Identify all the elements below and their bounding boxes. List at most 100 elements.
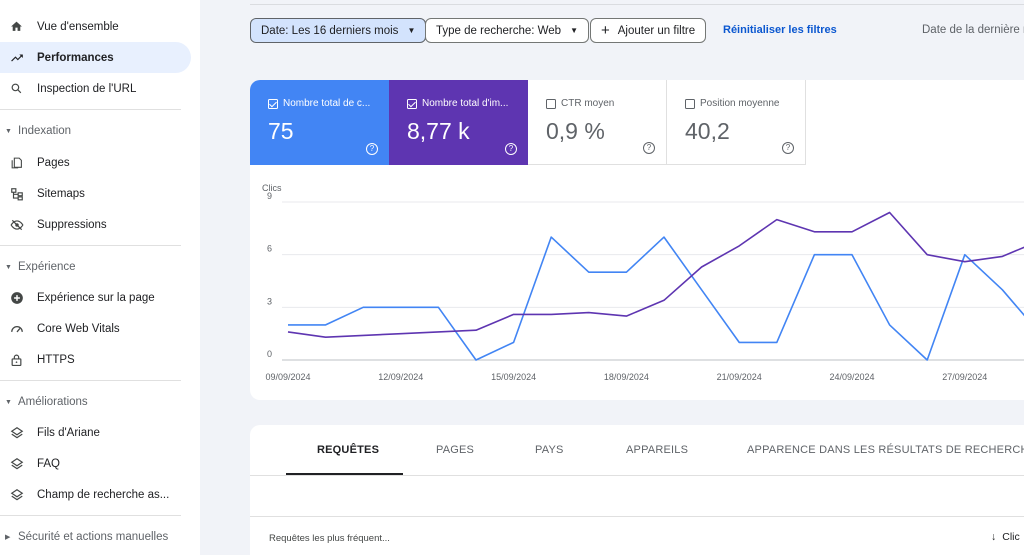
chevron-down-icon: ▼: [5, 398, 12, 406]
divider: [0, 515, 181, 516]
sidebar-item-label: Suppressions: [37, 218, 107, 231]
metric-average-position[interactable]: Position moyenne 40,2 ?: [667, 80, 806, 165]
sidebar-item-label: Performances: [37, 51, 114, 64]
performance-card: Nombre total de c... 75 ? Nombre total d…: [250, 80, 1024, 400]
x-tick-label: 15/09/2024: [491, 372, 536, 382]
tab-pages[interactable]: PAGES: [436, 444, 475, 456]
top-divider: [250, 4, 1024, 5]
metric-value: 40,2: [685, 118, 730, 144]
sidebar-item-sitemaps[interactable]: Sitemaps: [0, 178, 191, 209]
help-icon[interactable]: ?: [366, 143, 378, 155]
series-line-clicks: [288, 236, 1024, 361]
x-tick-label: 12/09/2024: [378, 372, 423, 382]
layers-icon: [9, 425, 24, 440]
section-improvements[interactable]: ▼ Améliorations: [0, 390, 191, 414]
sidebar-item-label: Vue d'ensemble: [37, 20, 119, 33]
date-filter-chip[interactable]: Date: Les 16 derniers mois ▼: [250, 18, 427, 43]
sidebar-item-removals[interactable]: Suppressions: [0, 209, 191, 240]
column-header-queries[interactable]: Requêtes les plus fréquent...: [269, 533, 390, 544]
section-title: Améliorations: [18, 396, 88, 408]
sidebar-item-faq[interactable]: FAQ: [0, 448, 191, 479]
tab-queries[interactable]: REQUÊTES: [317, 444, 380, 456]
sidebar-item-label: Champ de recherche as...: [37, 488, 170, 501]
metric-label-text: Nombre total de c...: [283, 98, 371, 109]
sidebar-item-https[interactable]: HTTPS: [0, 344, 191, 375]
checkbox-unchecked-icon[interactable]: [546, 98, 556, 109]
sidebar-item-label: FAQ: [37, 457, 61, 470]
chip-label: Date: Les 16 derniers mois: [261, 24, 399, 37]
home-icon: [9, 19, 24, 34]
section-title: Indexation: [18, 125, 72, 137]
divider: [0, 380, 181, 381]
add-filter-button[interactable]: + Ajouter un filtre: [590, 18, 707, 43]
column-header-clicks[interactable]: ↓ Clic: [991, 531, 1020, 543]
metric-label-text: Position moyenne: [700, 98, 780, 109]
tab-devices[interactable]: APPAREILS: [626, 444, 689, 456]
caret-down-icon: ▼: [570, 26, 579, 35]
plus-icon: +: [601, 22, 610, 39]
metric-total-clicks[interactable]: Nombre total de c... 75 ?: [250, 80, 389, 165]
x-tick-label: 24/09/2024: [829, 372, 874, 382]
sidebar: Vue d'ensemble Performances Inspection d…: [0, 0, 200, 555]
chevron-down-icon: ▼: [5, 127, 12, 135]
sidebar-item-overview[interactable]: Vue d'ensemble: [0, 11, 191, 42]
help-icon[interactable]: ?: [782, 142, 794, 154]
sidebar-item-breadcrumbs[interactable]: Fils d'Ariane: [0, 417, 191, 448]
help-icon[interactable]: ?: [505, 143, 517, 155]
metric-value: 8,77 k: [407, 118, 470, 144]
chevron-right-icon: ▶: [5, 534, 11, 541]
x-tick-label: 09/09/2024: [265, 372, 310, 382]
sidebar-item-page-experience[interactable]: Expérience sur la page: [0, 282, 191, 313]
y-tick-label: 9: [267, 191, 272, 201]
metric-label: Nombre total de c...: [268, 98, 370, 109]
search-icon: [9, 81, 24, 96]
sidebar-item-core-web-vitals[interactable]: Core Web Vitals: [0, 313, 191, 344]
checkbox-unchecked-icon[interactable]: [685, 98, 695, 109]
sidebar-item-label: Sitemaps: [37, 187, 85, 200]
gauge-icon: [9, 321, 24, 336]
search-type-chip[interactable]: Type de recherche: Web ▼: [425, 18, 590, 43]
reset-filters-link[interactable]: Réinitialiser les filtres: [723, 24, 837, 36]
layers-icon: [9, 487, 24, 502]
x-tick-label: 27/09/2024: [942, 372, 987, 382]
section-indexation[interactable]: ▼ Indexation: [0, 119, 191, 143]
section-title: Expérience: [18, 261, 76, 273]
sidebar-item-sitelinks-search[interactable]: Champ de recherche as...: [0, 479, 191, 510]
column-header-label: Clic: [1002, 531, 1020, 543]
metric-value: 0,9 %: [546, 118, 605, 144]
metric-total-impressions[interactable]: Nombre total d'im... 8,77 k ?: [389, 80, 528, 165]
checkbox-checked-icon[interactable]: [407, 98, 417, 109]
metric-average-ctr[interactable]: CTR moyen 0,9 % ?: [528, 80, 667, 165]
sidebar-item-pages[interactable]: Pages: [0, 147, 191, 178]
arrow-down-icon: ↓: [991, 531, 997, 543]
sidebar-item-performance[interactable]: Performances: [0, 42, 191, 73]
sidebar-item-label: Core Web Vitals: [37, 322, 120, 335]
metric-value: 75: [268, 118, 294, 144]
sidebar-item-label: Expérience sur la page: [37, 291, 155, 304]
tab-search-appearance[interactable]: APPARENCE DANS LES RÉSULTATS DE RECHERCH…: [747, 444, 1024, 456]
dimensions-card: REQUÊTES PAGES PAYS APPAREILS APPARENCE …: [250, 425, 1024, 555]
tab-countries[interactable]: PAYS: [535, 444, 564, 456]
performance-chart: Clics 0 3 6 9 09/09/2024 12/09/2024 15/09/2024 1…: [262, 183, 1024, 382]
sitemap-icon: [9, 186, 24, 201]
divider: [250, 516, 1024, 517]
plus-circle-icon: [9, 290, 24, 305]
chip-label: Ajouter un filtre: [617, 24, 696, 37]
metric-label-text: CTR moyen: [561, 98, 615, 109]
sidebar-item-label: HTTPS: [37, 353, 75, 366]
sidebar-item-label: Pages: [37, 156, 70, 169]
section-title: Sécurité et actions manuelles: [18, 531, 169, 543]
help-icon[interactable]: ?: [643, 142, 655, 154]
divider: [0, 245, 181, 246]
section-experience[interactable]: ▼ Expérience: [0, 255, 191, 279]
series-line-impressions: [287, 211, 1024, 338]
divider: [0, 109, 181, 110]
sidebar-item-url-inspection[interactable]: Inspection de l'URL: [0, 73, 191, 104]
checkbox-checked-icon[interactable]: [268, 98, 278, 109]
x-tick-label: 21/09/2024: [717, 372, 762, 382]
chevron-down-icon: ▼: [5, 263, 12, 271]
chip-label: Type de recherche: Web: [436, 24, 562, 37]
y-tick-label: 0: [267, 349, 272, 359]
section-security[interactable]: ▶ Sécurité et actions manuelles: [0, 525, 191, 549]
trending-up-icon: [9, 50, 24, 65]
